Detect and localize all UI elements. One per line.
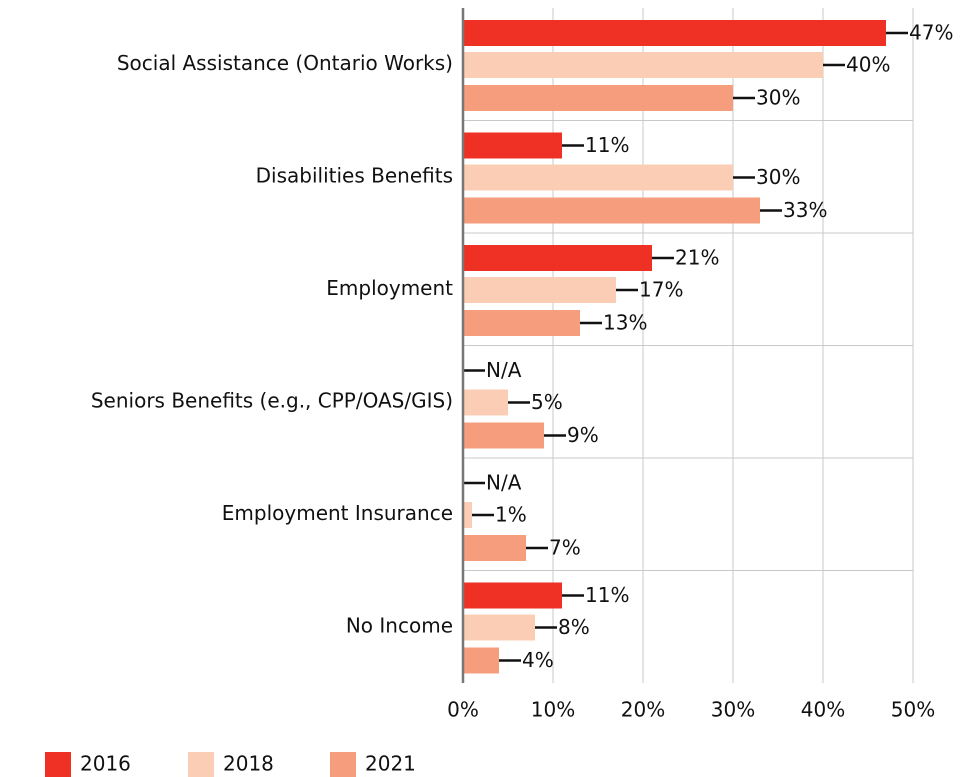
category-label: Employment — [326, 276, 453, 300]
legend-swatch — [45, 752, 71, 777]
bar — [463, 647, 499, 674]
category-label: Employment Insurance — [222, 501, 453, 525]
category-label: Disabilities Benefits — [256, 163, 453, 187]
value-label: 11% — [585, 583, 629, 607]
x-tick-label: 0% — [447, 698, 479, 722]
bar — [463, 164, 733, 191]
value-label: 11% — [585, 133, 629, 157]
bar — [463, 502, 472, 528]
value-label: 17% — [639, 278, 683, 302]
value-label: 1% — [495, 503, 527, 527]
x-tick-label: 30% — [711, 698, 755, 722]
bar — [463, 389, 508, 416]
value-label: N/A — [486, 358, 522, 382]
x-tick-label: 10% — [531, 698, 575, 722]
value-label: 9% — [567, 423, 599, 447]
value-label: 40% — [846, 53, 890, 77]
bar — [463, 197, 760, 224]
value-label: 8% — [558, 615, 590, 639]
legend-label: 2021 — [365, 752, 416, 776]
bar — [463, 245, 652, 271]
value-label: 30% — [756, 165, 800, 189]
bar — [463, 85, 733, 111]
legend-swatch — [188, 752, 214, 777]
value-label: N/A — [486, 471, 522, 495]
x-tick-label: 20% — [621, 698, 665, 722]
value-label: 30% — [756, 86, 800, 110]
bar — [463, 52, 823, 78]
value-label: 33% — [783, 198, 827, 222]
legend-label: 2016 — [80, 752, 131, 776]
value-label: 13% — [603, 311, 647, 335]
category-label: No Income — [346, 613, 453, 637]
bar — [463, 310, 580, 336]
bar — [463, 535, 526, 561]
value-label: 5% — [531, 390, 563, 414]
bar — [463, 422, 544, 449]
value-label: 47% — [909, 21, 953, 45]
category-label: Social Assistance (Ontario Works) — [117, 51, 453, 75]
category-label: Seniors Benefits (e.g., CPP/OAS/GIS) — [91, 388, 453, 412]
x-tick-label: 50% — [891, 698, 935, 722]
bar — [463, 614, 535, 641]
bar — [463, 20, 886, 46]
value-label: 4% — [522, 648, 554, 672]
bar — [463, 132, 562, 159]
bar — [463, 582, 562, 609]
x-tick-label: 40% — [801, 698, 845, 722]
value-label: 21% — [675, 246, 719, 270]
bar — [463, 277, 616, 303]
legend-label: 2018 — [223, 752, 274, 776]
value-label: 7% — [549, 536, 581, 560]
legend-swatch — [330, 752, 356, 777]
